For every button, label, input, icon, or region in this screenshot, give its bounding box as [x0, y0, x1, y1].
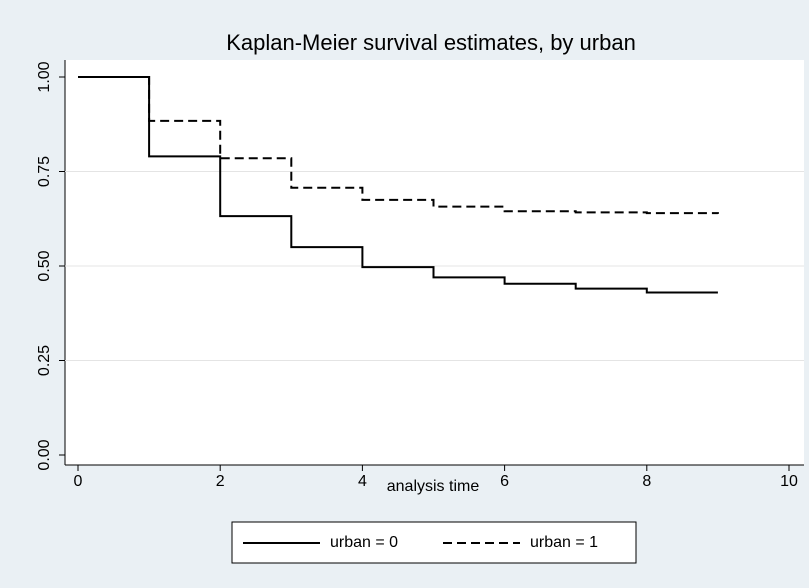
x-tick-label: 6: [500, 473, 509, 490]
x-tick-label: 2: [216, 473, 225, 490]
y-tick-label: 0.50: [36, 250, 53, 281]
chart-title: Kaplan-Meier survival estimates, by urba…: [226, 30, 636, 55]
plot-area: [65, 60, 804, 465]
x-axis-label: analysis time: [387, 478, 480, 495]
survival-line: [78, 76, 719, 215]
x-tick-label: 10: [780, 473, 798, 490]
legend-label: urban = 0: [330, 534, 398, 551]
survival-line: [78, 76, 718, 294]
x-tick-label: 8: [642, 473, 651, 490]
y-tick-label: 0.00: [36, 439, 53, 470]
y-tick-label: 0.75: [36, 156, 53, 187]
x-tick-label: 0: [74, 473, 83, 490]
legend-label: urban = 1: [530, 534, 598, 551]
y-tick-label: 1.00: [36, 61, 53, 92]
x-tick-label: 4: [358, 473, 367, 490]
y-tick-label: 0.25: [36, 345, 53, 376]
